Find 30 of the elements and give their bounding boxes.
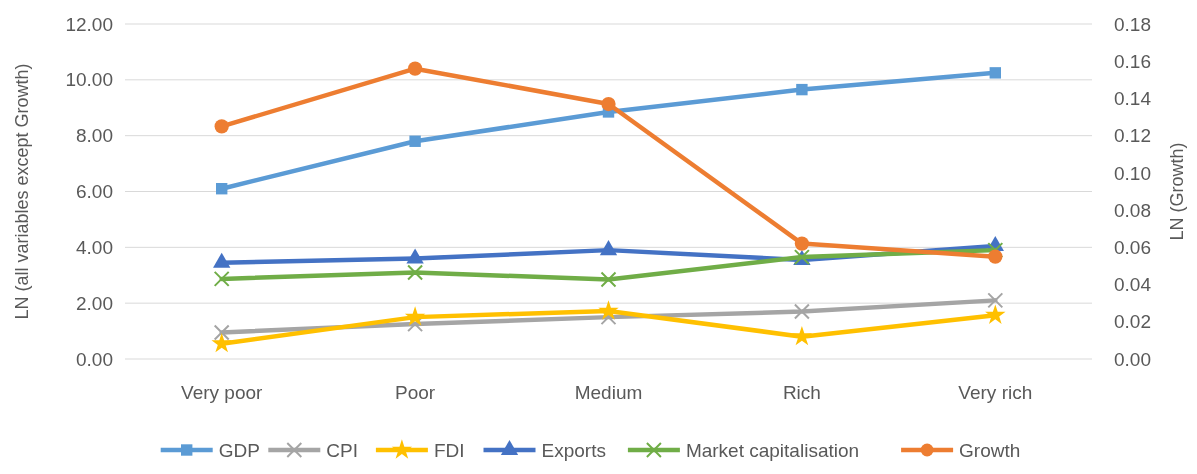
x-tick-label: Medium [574, 382, 643, 403]
y-tick-label: 12.00 [65, 13, 113, 35]
legend-label: Market capitalisation [685, 439, 860, 461]
legend-label: Growth [959, 439, 1021, 461]
y-tick-label: 8.00 [76, 125, 113, 147]
y2-tick-label: 0.10 [1114, 162, 1151, 184]
legend-label: GDP [218, 439, 260, 461]
legend-label: CPI [326, 439, 358, 461]
y-tick-label: 4.00 [76, 236, 113, 258]
y2-tick-label: 0.06 [1114, 236, 1151, 258]
x-tick-label: Very rich [958, 382, 1033, 403]
legend-label: FDI [433, 439, 465, 461]
legend-label: Exports [541, 439, 606, 461]
x-tick-label: Very poor [181, 382, 264, 403]
y-tick-label: 6.00 [76, 181, 113, 203]
y-tick-label: 10.00 [65, 69, 113, 91]
y2-axis-title: LN (Growth) [1167, 142, 1187, 241]
y2-tick-label: 0.18 [1114, 13, 1151, 35]
y-axis-title: LN (all variables except Growth) [12, 63, 32, 320]
y2-tick-label: 0.04 [1114, 274, 1152, 296]
y2-tick-label: 0.14 [1114, 88, 1152, 110]
x-tick-label: Poor [395, 382, 436, 403]
y-tick-label: 2.00 [76, 292, 113, 314]
y2-tick-label: 0.16 [1114, 50, 1151, 72]
y2-tick-label: 0.12 [1114, 125, 1151, 147]
y2-tick-label: 0.02 [1114, 311, 1151, 333]
y2-tick-label: 0.08 [1114, 199, 1151, 221]
x-tick-label: Rich [782, 382, 821, 403]
y2-tick-label: 0.00 [1114, 348, 1151, 370]
y-tick-label: 0.00 [76, 348, 113, 370]
